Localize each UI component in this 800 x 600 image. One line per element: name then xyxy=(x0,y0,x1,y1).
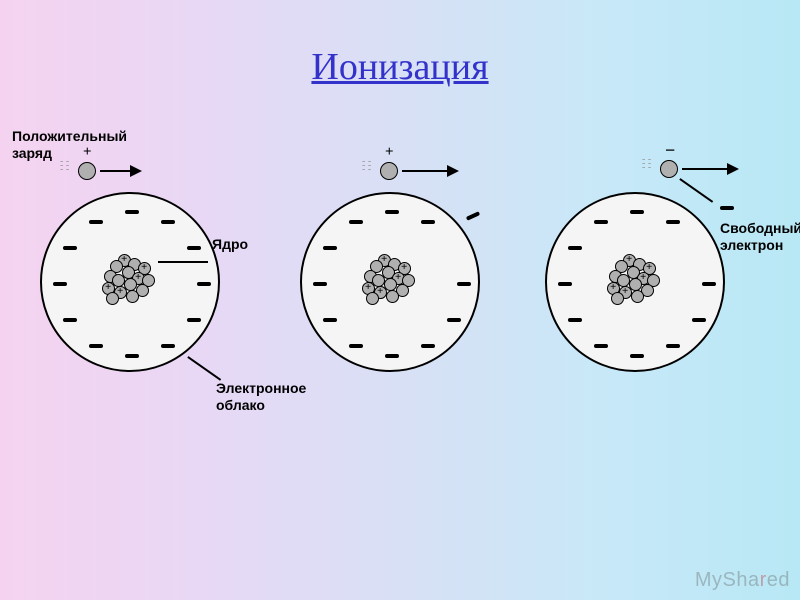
atom-2 xyxy=(300,192,480,372)
electron xyxy=(421,220,435,224)
plus-icon: + xyxy=(385,144,394,161)
electron xyxy=(447,318,461,322)
electron xyxy=(630,210,644,214)
leader-line xyxy=(158,261,208,263)
electron xyxy=(568,318,582,322)
nucleon xyxy=(611,292,624,305)
nucleon xyxy=(386,290,399,303)
nucleus xyxy=(362,254,418,310)
electron xyxy=(187,246,201,250)
electron xyxy=(666,344,680,348)
diagram: Положительный заряд Ядро Электронное обл… xyxy=(0,130,800,410)
electron xyxy=(63,318,77,322)
electron xyxy=(53,282,67,286)
label-free-electron: Свободный электрон xyxy=(720,220,800,254)
electron xyxy=(313,282,327,286)
page-title: Ионизация xyxy=(0,0,800,89)
electron xyxy=(197,282,211,286)
electron xyxy=(323,318,337,322)
label-nucleus: Ядро xyxy=(212,236,248,253)
electron xyxy=(630,354,644,358)
nucleus xyxy=(102,254,158,310)
label-positive-charge: Положительный заряд xyxy=(12,128,127,162)
electron xyxy=(692,318,706,322)
electron xyxy=(187,318,201,322)
incident-particle-2 xyxy=(380,162,398,180)
electron xyxy=(594,220,608,224)
electron xyxy=(125,354,139,358)
electron xyxy=(323,246,337,250)
electron xyxy=(89,220,103,224)
motion-lines-icon: - -- -- - xyxy=(60,160,69,172)
arrow-icon xyxy=(100,170,140,172)
electron xyxy=(125,210,139,214)
nucleon xyxy=(366,292,379,305)
motion-lines-icon: - -- -- - xyxy=(642,158,651,170)
nucleus xyxy=(607,254,663,310)
electron xyxy=(349,344,363,348)
nucleon xyxy=(106,292,119,305)
ejected-electron xyxy=(660,160,678,178)
electron xyxy=(666,220,680,224)
electron xyxy=(385,210,399,214)
motion-lines-icon: - -- -- - xyxy=(362,160,371,172)
electron xyxy=(349,220,363,224)
atom-1 xyxy=(40,192,220,372)
electron xyxy=(702,282,716,286)
electron xyxy=(421,344,435,348)
electron xyxy=(63,246,77,250)
electron xyxy=(385,354,399,358)
nucleon xyxy=(126,290,139,303)
arrow-icon xyxy=(402,170,457,172)
atom-3 xyxy=(545,192,725,372)
plus-icon: + xyxy=(83,144,92,161)
electron xyxy=(89,344,103,348)
minus-icon: − xyxy=(665,140,675,161)
label-electron-cloud: Электронное облако xyxy=(216,380,306,414)
incident-particle-1 xyxy=(78,162,96,180)
electron xyxy=(457,282,471,286)
electron xyxy=(161,344,175,348)
free-electron-mark xyxy=(720,206,734,210)
electron xyxy=(594,344,608,348)
arrow-icon xyxy=(682,168,737,170)
electron xyxy=(568,246,582,250)
electron xyxy=(161,220,175,224)
watermark: MyShared xyxy=(695,569,790,592)
electron xyxy=(558,282,572,286)
nucleon xyxy=(631,290,644,303)
